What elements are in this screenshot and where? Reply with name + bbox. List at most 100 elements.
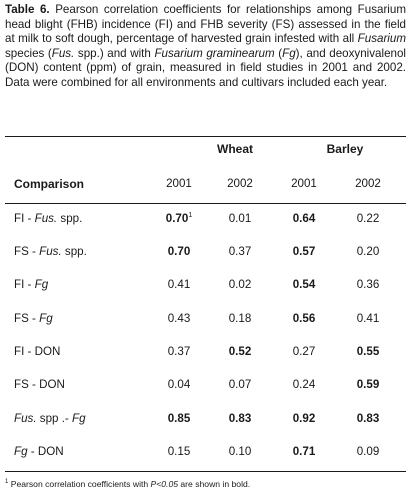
- row-label-run: FI - DON: [14, 345, 61, 358]
- table-cell: 0.52: [216, 345, 264, 358]
- table-cell: 0.22: [344, 212, 392, 225]
- table-label: Table 6.: [5, 3, 50, 16]
- footnote-italic: P<0.05: [150, 479, 179, 489]
- caption-run: species (: [5, 46, 52, 60]
- table-cell: 0.83: [344, 412, 392, 425]
- caption-run: spp.) and with: [74, 46, 155, 60]
- cell-value: 0.59: [356, 378, 380, 391]
- caption-run: ), and deoxynivalenol (DON) content (ppm…: [5, 46, 406, 89]
- row-label: Fg - DON: [14, 445, 64, 458]
- footnote-text-before: Pearson correlation coefficients with: [8, 479, 151, 489]
- table-cell: 0.64: [280, 212, 328, 225]
- footnote-text-after: are shown in bold.: [178, 479, 251, 489]
- cell-value: 0.04: [167, 378, 191, 391]
- table-cell: 0.70: [155, 245, 203, 258]
- year-header: 2001: [291, 177, 317, 190]
- column-header-comparison: Comparison: [14, 177, 85, 191]
- row-label: FI - DON: [14, 345, 60, 358]
- cell-value: 0.37: [167, 345, 191, 358]
- table-cell: 0.54: [280, 278, 328, 291]
- cell-value: 0.22: [356, 212, 380, 225]
- cell-value: 0.01: [228, 212, 252, 225]
- table-cell: 0.56: [280, 312, 328, 325]
- row-label: FS - Fus. spp.: [14, 245, 87, 258]
- cell-value: 0.02: [228, 278, 252, 291]
- table-cell: 0.701: [155, 212, 203, 225]
- cell-value: 0.41: [356, 312, 380, 325]
- cell-value: 0.85: [167, 412, 191, 425]
- row-label-run: FS - DON: [14, 378, 65, 391]
- table-cell: 0.09: [344, 445, 392, 458]
- cell-value: 0.18: [228, 312, 252, 325]
- table-caption: Table 6. Pearson correlation coefficient…: [5, 3, 406, 91]
- year-header: 2001: [166, 177, 192, 190]
- row-label-run: Fg: [39, 312, 53, 325]
- row-label-run: spp.: [57, 212, 83, 225]
- row-label: FI - Fus. spp.: [14, 212, 82, 225]
- caption-italic-run: Fusarium graminearum: [154, 46, 275, 60]
- row-label-run: FI -: [14, 212, 35, 225]
- table-cell: 0.37: [216, 245, 264, 258]
- cell-value: 0.27: [292, 345, 316, 358]
- cell-value: 0.57: [292, 245, 316, 258]
- row-label: FS - DON: [14, 378, 65, 391]
- cell-value: 0.10: [228, 445, 252, 458]
- row-label-run: Fus.: [39, 245, 62, 258]
- group-header-wheat: Wheat: [217, 142, 253, 156]
- cell-value: 0.41: [167, 278, 191, 291]
- row-label: FI - Fg: [14, 278, 48, 291]
- row-label-run: Fus.: [14, 412, 37, 425]
- row-label-run: spp .-: [36, 412, 73, 425]
- table-cell: 0.92: [280, 412, 328, 425]
- row-label-run: FI -: [14, 278, 35, 291]
- rule-header: [5, 203, 406, 204]
- row-label-run: FS -: [14, 245, 40, 258]
- year-header: 2002: [227, 177, 253, 190]
- table-cell: 0.41: [155, 278, 203, 291]
- table-cell: 0.04: [155, 378, 203, 391]
- cell-value: 0.37: [228, 245, 252, 258]
- row-label-run: Fg: [34, 278, 49, 291]
- table-cell: 0.27: [280, 345, 328, 358]
- table-cell: 0.36: [344, 278, 392, 291]
- cell-value: 0.36: [356, 278, 380, 291]
- cell-value: 0.56: [292, 312, 316, 325]
- footnote-marker: 1: [5, 479, 9, 486]
- cell-value: 0.20: [356, 245, 380, 258]
- table-footnote: 1 Pearson correlation coefficients with …: [5, 479, 250, 489]
- cell-value: 0.83: [356, 412, 380, 425]
- caption-italic-run: Fus.: [51, 46, 75, 60]
- cell-value: 0.70: [167, 245, 191, 258]
- cell-value: 0.83: [228, 412, 252, 425]
- cell-value: 0.43: [167, 312, 191, 325]
- table-cell: 0.83: [216, 412, 264, 425]
- table-cell: 0.07: [216, 378, 264, 391]
- row-label-run: - DON: [27, 445, 64, 458]
- table-cell: 0.85: [155, 412, 203, 425]
- group-header-barley: Barley: [326, 142, 364, 156]
- table-cell: 0.55: [344, 345, 392, 358]
- table-cell: 0.37: [155, 345, 203, 358]
- table-cell: 0.18: [216, 312, 264, 325]
- table-cell: 0.41: [344, 312, 392, 325]
- cell-value: 0.64: [292, 212, 316, 225]
- row-label-run: Fg: [14, 445, 28, 458]
- table-cell: 0.10: [216, 445, 264, 458]
- cell-value: 0.07: [228, 378, 252, 391]
- row-label: Fus. spp .- Fg: [14, 412, 86, 425]
- row-label-run: FS -: [14, 312, 40, 325]
- table-cell: 0.24: [280, 378, 328, 391]
- cell-value: 0.71: [292, 445, 316, 458]
- table-cell: 0.20: [344, 245, 392, 258]
- cell-value: 0.55: [356, 345, 380, 358]
- table-cell: 0.71: [280, 445, 328, 458]
- caption-run: Pearson correlation coefficients for rel…: [5, 3, 406, 46]
- caption-run: (: [274, 46, 283, 60]
- cell-value: 0.09: [356, 445, 380, 458]
- cell-value: 0.54: [292, 278, 316, 291]
- row-label-run: spp.: [61, 245, 87, 258]
- footnote-reference: 1: [188, 212, 193, 220]
- table-cell: 0.43: [155, 312, 203, 325]
- row-label: FS - Fg: [14, 312, 53, 325]
- caption-italic-run: Fg: [282, 46, 296, 60]
